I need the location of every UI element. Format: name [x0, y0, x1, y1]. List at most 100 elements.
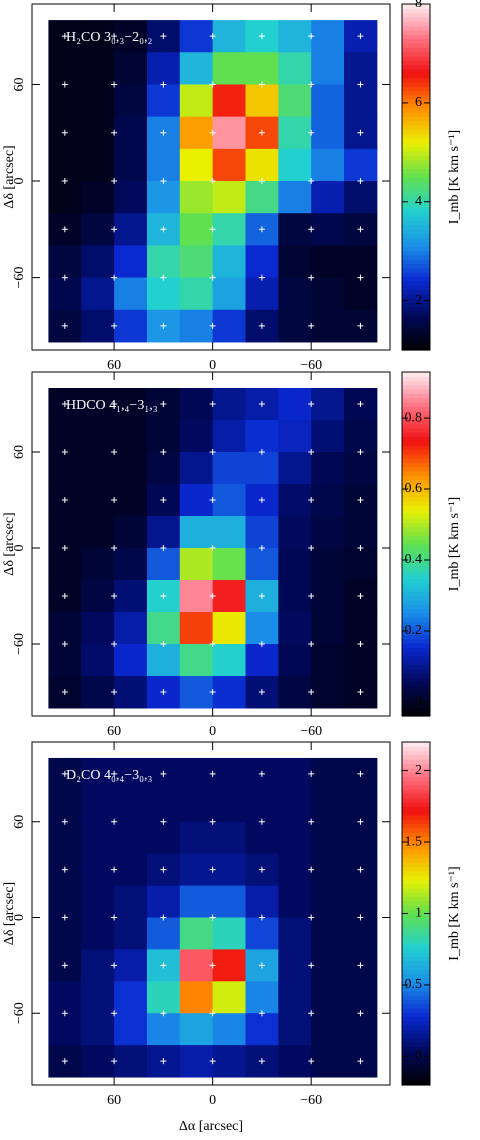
colorbar-step — [402, 207, 430, 213]
reference-cross — [160, 1058, 167, 1065]
reference-cross — [61, 914, 68, 921]
reference-cross — [61, 322, 68, 329]
colorbar-step — [402, 475, 430, 481]
colorbar-step — [402, 960, 430, 966]
map-cell — [146, 516, 181, 549]
colorbar-step — [402, 621, 430, 627]
colorbar-step — [402, 754, 430, 760]
reference-cross — [209, 770, 216, 777]
colorbar-step — [402, 582, 430, 588]
colorbar-step — [402, 1080, 430, 1086]
reference-cross — [61, 641, 68, 647]
map-cell — [146, 885, 181, 918]
map-cell — [179, 148, 214, 182]
colorbar-step — [402, 202, 430, 208]
x-tick-label: 0 — [209, 1093, 216, 1108]
map-cell — [212, 148, 246, 182]
map-cell — [212, 52, 246, 85]
x-axis-label: Δα [arcsec] — [179, 1119, 243, 1134]
colorbar-step — [402, 685, 430, 691]
colorbar-step — [402, 862, 430, 867]
reference-cross — [111, 401, 118, 407]
colorbar-step — [402, 952, 430, 957]
map-cell — [278, 181, 312, 214]
colorbar-step — [402, 293, 430, 299]
map-cell — [212, 757, 246, 791]
map-cell — [179, 309, 214, 343]
reference-cross — [61, 962, 68, 969]
map-cell — [81, 484, 115, 517]
map-cell — [212, 949, 246, 982]
map-cell — [245, 516, 279, 549]
colorbar-step — [402, 896, 430, 902]
map-cell — [212, 821, 246, 855]
colorbar-step — [402, 315, 430, 321]
colorbar-step — [402, 164, 430, 169]
map-cell — [48, 452, 82, 485]
map-cell — [212, 84, 246, 118]
reference-cross — [258, 322, 265, 329]
map-cell — [179, 245, 214, 279]
map-cell — [344, 644, 378, 677]
reference-cross — [61, 1010, 68, 1017]
map-cell — [212, 644, 246, 677]
colorbar-step — [402, 569, 430, 575]
colorbar-step — [402, 587, 430, 592]
map-cell — [81, 1013, 115, 1046]
map-cell — [114, 548, 148, 581]
colorbar-step — [402, 211, 430, 217]
colorbar-step — [402, 479, 430, 485]
x-tick-label: −60 — [300, 724, 322, 739]
map-cell — [114, 148, 148, 182]
reference-cross — [258, 129, 265, 136]
reference-cross — [160, 226, 167, 233]
reference-cross — [357, 818, 364, 825]
map-cell — [114, 949, 148, 982]
colorbar-step — [402, 617, 430, 622]
map-cell — [278, 885, 312, 918]
map-cell — [344, 181, 378, 214]
map-cell — [48, 181, 82, 214]
colorbar-step — [402, 181, 430, 187]
colorbar-step — [402, 267, 430, 273]
reference-cross — [160, 689, 167, 695]
map-cell — [114, 116, 148, 150]
map-cell — [48, 277, 82, 311]
reference-cross — [258, 33, 265, 40]
map-cell — [114, 789, 148, 823]
colorbar-tick-label: 1.5 — [405, 834, 423, 849]
colorbar-step — [402, 73, 430, 79]
colorbar-step — [402, 77, 430, 83]
map-cell — [278, 917, 312, 950]
reference-cross — [111, 449, 118, 455]
colorbar-step — [402, 999, 430, 1005]
map-cell — [212, 20, 246, 53]
y-tick-label: −60 — [12, 633, 27, 655]
colorbar-step — [402, 1007, 430, 1013]
colorbar-step — [402, 746, 430, 752]
map-cell — [212, 548, 246, 581]
map-cell — [81, 885, 115, 918]
map-cell — [245, 612, 279, 645]
map-cell — [344, 917, 378, 950]
reference-cross — [61, 770, 68, 777]
colorbar-step — [402, 1076, 430, 1082]
reference-cross — [258, 962, 265, 969]
reference-cross — [357, 322, 364, 329]
reference-cross — [160, 81, 167, 88]
reference-cross — [308, 81, 315, 88]
map-cell — [344, 516, 378, 549]
map-cell — [278, 484, 312, 517]
y-axis-label: Δδ [arcsec] — [2, 512, 17, 575]
map-cell — [311, 452, 345, 485]
colorbar-step — [402, 172, 430, 178]
colorbar-step — [402, 565, 430, 571]
colorbar-step — [402, 625, 430, 631]
map-cell — [179, 52, 214, 85]
reference-cross — [111, 33, 118, 40]
map-cell — [114, 676, 148, 709]
map-cell — [212, 516, 246, 549]
colorbar-step — [402, 956, 430, 962]
colorbar-step — [402, 380, 430, 386]
map-cell — [179, 853, 214, 887]
